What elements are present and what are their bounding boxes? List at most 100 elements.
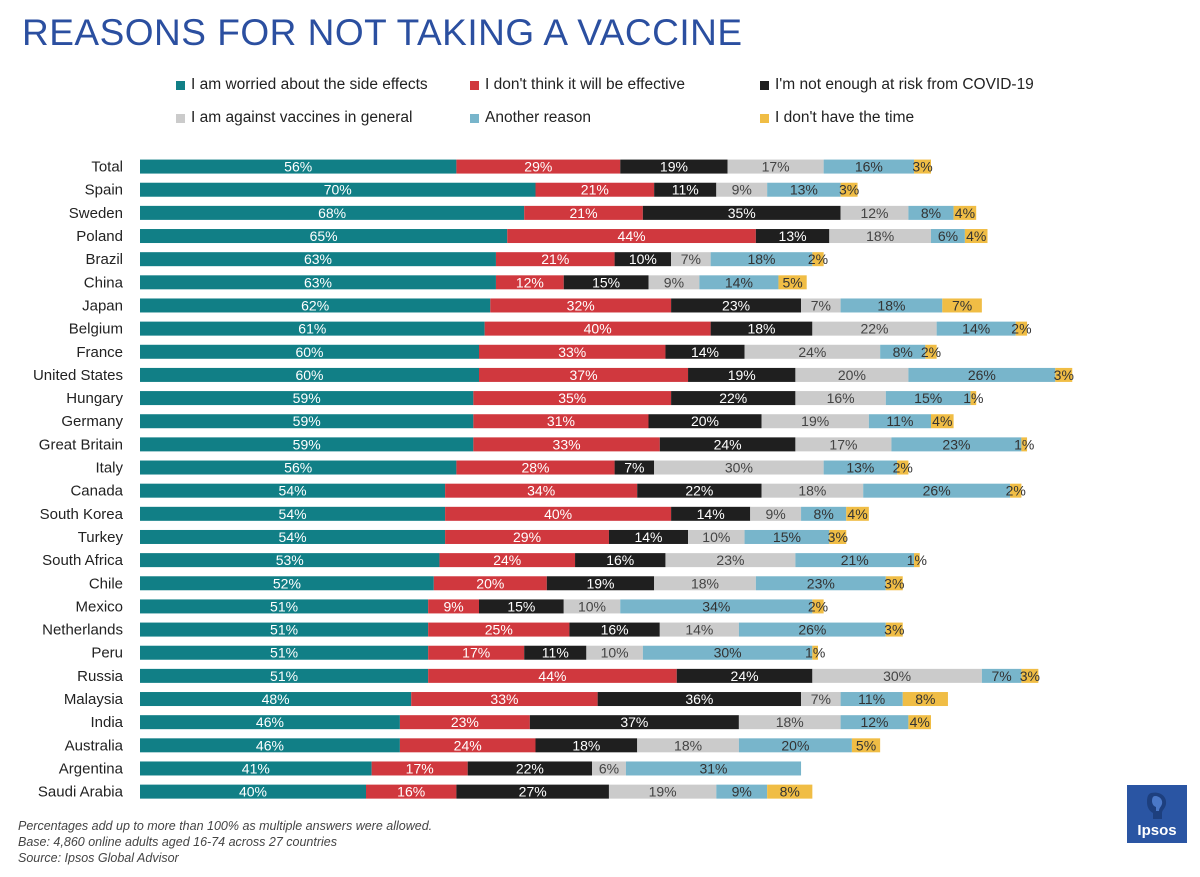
- data-label: 46%: [256, 737, 284, 753]
- data-label: 40%: [584, 321, 612, 337]
- bar-segment: [614, 252, 672, 267]
- category-label: India: [90, 714, 123, 731]
- data-label: 11%: [858, 691, 885, 707]
- bar-segment: [671, 391, 796, 406]
- bar-segment: [688, 367, 796, 382]
- bar-segment: [868, 414, 931, 429]
- legend-label: I don't think it will be effective: [485, 76, 685, 93]
- data-label: 13%: [779, 228, 807, 244]
- data-label: 29%: [513, 529, 541, 545]
- legend-swatch: [176, 113, 185, 123]
- data-label: 37%: [570, 367, 598, 383]
- bar-segment: [575, 553, 666, 568]
- bar-segment: [140, 367, 479, 382]
- data-label: 56%: [284, 460, 312, 476]
- bar-segment: [840, 692, 903, 707]
- data-label: 1%: [1014, 436, 1034, 452]
- bar-segment: [738, 622, 886, 637]
- bar-segment: [140, 738, 400, 753]
- bar-segment: [761, 483, 864, 498]
- data-label: 59%: [293, 436, 321, 452]
- bar-segment: [659, 622, 739, 637]
- data-label: 51%: [270, 622, 298, 638]
- bar-segment: [840, 298, 943, 313]
- bar-segment: [727, 159, 824, 174]
- bar-segment: [399, 715, 530, 730]
- legend: I am worried about the side effects I don…: [0, 0, 1200, 140]
- data-label: 1%: [805, 645, 825, 661]
- category-label: Brazil: [85, 251, 123, 268]
- data-label: 8%: [814, 506, 834, 522]
- bar-segment: [586, 645, 643, 660]
- data-label: 70%: [324, 182, 352, 198]
- data-label: 19%: [801, 413, 829, 429]
- category-label: South Africa: [42, 552, 124, 569]
- data-label: 4%: [955, 205, 975, 221]
- data-label: 14%: [685, 622, 713, 638]
- data-label: 15%: [773, 529, 801, 545]
- data-label: 24%: [731, 668, 759, 684]
- bar-segment: [710, 321, 813, 336]
- category-label: Japan: [82, 297, 123, 314]
- bar-segment: [795, 553, 915, 568]
- data-label: 28%: [521, 460, 549, 476]
- bar-segment: [140, 761, 372, 776]
- bar-segment: [637, 483, 762, 498]
- data-label: 9%: [732, 182, 752, 198]
- data-label: 63%: [304, 274, 332, 290]
- data-label: 24%: [493, 552, 521, 568]
- bar-segment: [620, 159, 728, 174]
- data-label: 51%: [270, 668, 298, 684]
- data-label: 51%: [270, 598, 298, 614]
- bar-segment: [433, 576, 547, 591]
- bar-segment: [371, 761, 468, 776]
- bar-segment: [744, 344, 881, 359]
- data-label: 53%: [276, 552, 304, 568]
- data-label: 20%: [838, 367, 866, 383]
- bar-segment: [953, 205, 977, 220]
- data-label: 24%: [454, 737, 482, 753]
- data-label: 46%: [256, 714, 284, 730]
- bar-segment: [529, 715, 739, 730]
- data-label: 16%: [601, 622, 629, 638]
- data-label: 18%: [866, 228, 894, 244]
- bar-segment: [140, 645, 429, 660]
- data-label: 3%: [1020, 668, 1040, 684]
- bar-segment: [428, 599, 479, 614]
- bar-segment: [140, 159, 457, 174]
- bar-segment: [428, 645, 525, 660]
- data-label: 22%: [860, 321, 888, 337]
- data-label: 6%: [938, 228, 958, 244]
- bar-segment: [140, 437, 474, 452]
- data-label: 7%: [811, 691, 831, 707]
- data-label: 13%: [846, 460, 874, 476]
- category-label: Peru: [91, 645, 123, 662]
- legend-swatch: [470, 113, 479, 123]
- bar-segment: [608, 529, 689, 544]
- bar-segment: [750, 506, 802, 521]
- data-label: 35%: [728, 205, 756, 221]
- bar-segment: [1055, 367, 1073, 382]
- legend-label: Another reason: [485, 109, 591, 126]
- bar-segment: [1021, 437, 1028, 452]
- bar-segment: [411, 692, 598, 707]
- category-label: Malaysia: [64, 691, 124, 708]
- data-label: 40%: [544, 506, 572, 522]
- bar-segment: [710, 252, 813, 267]
- data-label: 21%: [570, 205, 598, 221]
- data-label: 33%: [490, 691, 518, 707]
- bar-segment: [829, 229, 931, 244]
- bar-segment: [744, 529, 830, 544]
- data-label: 26%: [923, 483, 951, 499]
- bar-segment: [140, 321, 485, 336]
- category-label: Canada: [70, 483, 123, 500]
- bar-segment: [479, 599, 564, 614]
- data-label: 20%: [781, 737, 809, 753]
- data-label: 18%: [747, 251, 775, 267]
- bar-segment: [456, 784, 609, 799]
- legend-swatch: [470, 80, 479, 90]
- bar-segment: [140, 252, 496, 267]
- bar-segment: [654, 576, 756, 591]
- bar-segment: [908, 715, 931, 730]
- category-label: Russia: [77, 668, 124, 685]
